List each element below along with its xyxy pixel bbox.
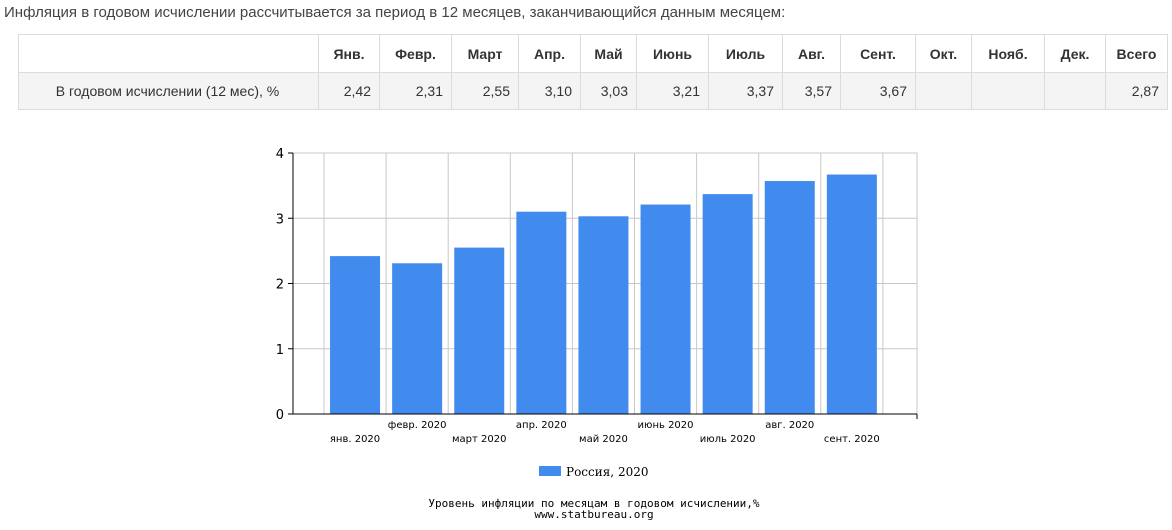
bar	[702, 194, 753, 414]
table-cell: 3,10	[518, 72, 581, 110]
x-tick-label: июнь 2020	[638, 420, 694, 431]
bar	[454, 247, 505, 414]
y-tick-label: 4	[276, 147, 284, 162]
bar	[578, 216, 629, 414]
table-header-cell: Всего	[1105, 34, 1168, 73]
table-header-cell: Авг.	[782, 34, 841, 73]
table-header-cell: Сент.	[840, 34, 916, 73]
x-tick-label: авг. 2020	[765, 420, 814, 431]
table-header-cell: Июль	[708, 34, 783, 73]
intro-text: Инфляция в годовом исчислении рассчитыва…	[4, 4, 786, 21]
y-tick-label: 2	[276, 278, 284, 293]
table-cell	[915, 72, 972, 110]
y-tick-label: 3	[276, 212, 284, 227]
bar	[764, 181, 815, 414]
bar	[392, 263, 443, 414]
table-cell: 2,31	[379, 72, 452, 110]
x-tick-label: апр. 2020	[516, 420, 567, 431]
chart-legend: Россия, 2020	[539, 465, 648, 479]
inflation-table: Янв. Февр. Март Апр. Май Июнь Июль Авг. Сент. Окт…	[18, 34, 1168, 110]
chart-caption-text: Уровень инфляции по месяцам в годовом ис…	[428, 497, 760, 510]
table-header-blank	[18, 34, 319, 73]
table-header-cell: Июнь	[636, 34, 709, 73]
chart-source-text: www.statbureau.org	[534, 508, 653, 521]
table-cell: 2,55	[451, 72, 519, 110]
table-header-row: Янв. Февр. Март Апр. Май Июнь Июль Авг. Сент. Окт…	[18, 34, 1168, 73]
table-row-label: В годовом исчислении (12 мес), %	[18, 72, 319, 110]
table-header-cell: Нояб.	[971, 34, 1045, 73]
table-cell: 3,21	[636, 72, 709, 110]
x-tick-label: сент. 2020	[824, 434, 880, 445]
x-tick-label: янв. 2020	[330, 434, 380, 445]
table-cell: 2,87	[1105, 72, 1168, 110]
table-header-cell: Дек.	[1044, 34, 1106, 73]
table-cell: 3,37	[708, 72, 783, 110]
table-header-cell: Апр.	[518, 34, 581, 73]
chart-axes: 0 1 2 3 4 янв. 2020 февр. 2020 март 2020 апр. 20…	[276, 147, 918, 445]
legend-label: Россия, 2020	[566, 465, 648, 479]
chart-caption: Уровень инфляции по месяцам в годовом ис…	[428, 497, 760, 521]
table-cell: 3,67	[840, 72, 916, 110]
table-row: В годовом исчислении (12 мес), % 2,42 2,31…	[18, 72, 1168, 110]
x-tick-label: июль 2020	[700, 434, 756, 445]
table-cell: 3,57	[782, 72, 841, 110]
bar	[640, 204, 691, 414]
bar	[516, 211, 567, 414]
x-tick-label: март 2020	[452, 434, 506, 445]
table-cell	[971, 72, 1045, 110]
table-cell: 3,03	[580, 72, 637, 110]
bar	[826, 174, 877, 414]
table-header-cell: Окт.	[915, 34, 972, 73]
x-tick-label: май 2020	[579, 434, 628, 445]
y-tick-label: 0	[276, 408, 284, 423]
chart-bars	[330, 174, 877, 414]
legend-swatch	[539, 466, 561, 476]
x-tick-label: февр. 2020	[388, 420, 447, 431]
y-tick-label: 1	[276, 343, 284, 358]
bar	[330, 256, 381, 414]
table-header-cell: Май	[580, 34, 637, 73]
